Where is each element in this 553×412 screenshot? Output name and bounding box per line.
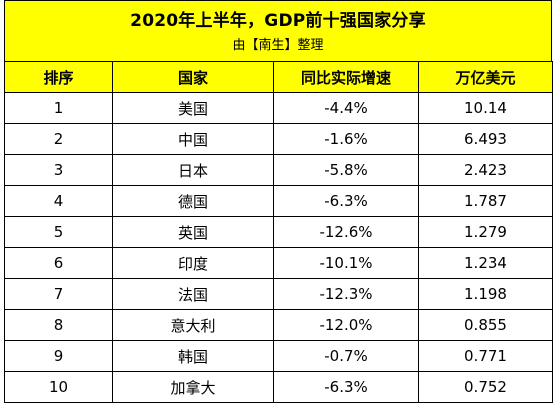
growth-cell: -5.8% bbox=[273, 154, 419, 186]
country-cell: 意大利 bbox=[112, 309, 274, 341]
growth-cell: -1.6% bbox=[273, 123, 419, 155]
table-subtitle: 由【南生】整理 bbox=[232, 38, 324, 53]
country-cell: 德国 bbox=[112, 185, 274, 217]
rank-cell: 4 bbox=[4, 185, 113, 217]
table-row: 2 中国 -1.6% 6.493 bbox=[4, 123, 553, 155]
growth-cell: -0.7% bbox=[273, 340, 419, 372]
country-cell: 韩国 bbox=[112, 340, 274, 372]
gdp-cell: 1.234 bbox=[418, 247, 553, 279]
gdp-ranking-table: 排序 国家 同比实际增速 万亿美元 1 美国 -4.4% 10.14 2 中国 … bbox=[4, 61, 553, 403]
rank-cell: 6 bbox=[4, 247, 113, 279]
country-cell: 美国 bbox=[112, 92, 274, 124]
table-title: 2020年上半年，GDP前十强国家分享 bbox=[130, 11, 426, 31]
growth-cell: -6.3% bbox=[273, 185, 419, 217]
table-row: 3 日本 -5.8% 2.423 bbox=[4, 154, 553, 186]
gdp-cell: 6.493 bbox=[418, 123, 553, 155]
country-cell: 印度 bbox=[112, 247, 274, 279]
table-header-row: 排序 国家 同比实际增速 万亿美元 bbox=[4, 61, 553, 93]
gdp-cell: 2.423 bbox=[418, 154, 553, 186]
gdp-cell: 10.14 bbox=[418, 92, 553, 124]
country-cell: 日本 bbox=[112, 154, 274, 186]
gdp-cell: 0.771 bbox=[418, 340, 553, 372]
rank-cell: 3 bbox=[4, 154, 113, 186]
header-gdp: 万亿美元 bbox=[418, 61, 553, 93]
rank-cell: 9 bbox=[4, 340, 113, 372]
rank-cell: 5 bbox=[4, 216, 113, 248]
table-row: 7 法国 -12.3% 1.198 bbox=[4, 278, 553, 310]
table-row: 5 英国 -12.6% 1.279 bbox=[4, 216, 553, 248]
table-row: 1 美国 -4.4% 10.14 bbox=[4, 92, 553, 124]
country-cell: 英国 bbox=[112, 216, 274, 248]
gdp-cell: 0.752 bbox=[418, 371, 553, 403]
growth-cell: -12.3% bbox=[273, 278, 419, 310]
growth-cell: -4.4% bbox=[273, 92, 419, 124]
table-row: 4 德国 -6.3% 1.787 bbox=[4, 185, 553, 217]
title-banner: 2020年上半年，GDP前十强国家分享 由【南生】整理 bbox=[4, 0, 552, 61]
growth-cell: -6.3% bbox=[273, 371, 419, 403]
gdp-cell: 1.787 bbox=[418, 185, 553, 217]
rank-cell: 2 bbox=[4, 123, 113, 155]
rank-cell: 1 bbox=[4, 92, 113, 124]
country-cell: 中国 bbox=[112, 123, 274, 155]
table-row: 8 意大利 -12.0% 0.855 bbox=[4, 309, 553, 341]
rank-cell: 7 bbox=[4, 278, 113, 310]
table-row: 9 韩国 -0.7% 0.771 bbox=[4, 340, 553, 372]
country-cell: 加拿大 bbox=[112, 371, 274, 403]
header-growth: 同比实际增速 bbox=[273, 61, 419, 93]
gdp-cell: 0.855 bbox=[418, 309, 553, 341]
header-country: 国家 bbox=[112, 61, 274, 93]
country-cell: 法国 bbox=[112, 278, 274, 310]
growth-cell: -12.6% bbox=[273, 216, 419, 248]
growth-cell: -10.1% bbox=[273, 247, 419, 279]
rank-cell: 10 bbox=[4, 371, 113, 403]
rank-cell: 8 bbox=[4, 309, 113, 341]
table-row: 10 加拿大 -6.3% 0.752 bbox=[4, 371, 553, 403]
table-row: 6 印度 -10.1% 1.234 bbox=[4, 247, 553, 279]
header-rank: 排序 bbox=[4, 61, 113, 93]
growth-cell: -12.0% bbox=[273, 309, 419, 341]
gdp-cell: 1.279 bbox=[418, 216, 553, 248]
gdp-cell: 1.198 bbox=[418, 278, 553, 310]
